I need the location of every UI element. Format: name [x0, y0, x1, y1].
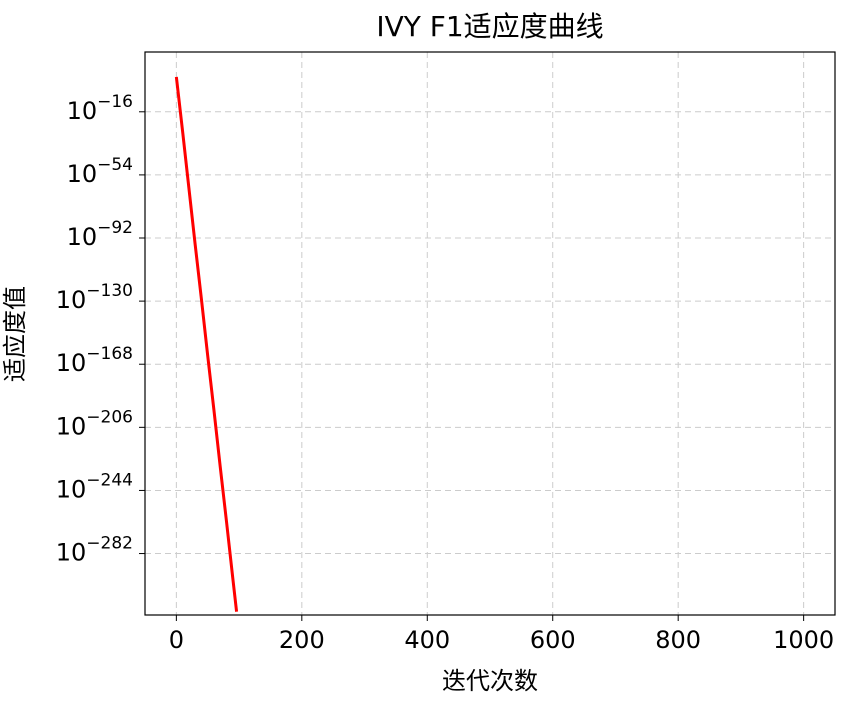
x-tick-label: 600 — [530, 626, 576, 654]
y-tick-label: 10−54 — [67, 155, 133, 188]
x-tick-label: 1000 — [773, 626, 834, 654]
x-tick-label: 0 — [169, 626, 184, 654]
x-axis-label: 迭代次数 — [442, 667, 538, 695]
y-tick-label: 10−92 — [67, 218, 133, 251]
y-tick-label: 10−130 — [56, 281, 133, 314]
y-axis-label: 适应度值 — [1, 286, 29, 382]
y-tick-label: 10−282 — [56, 534, 133, 567]
x-tick-label: 800 — [655, 626, 701, 654]
y-tick-label: 10−16 — [67, 92, 133, 125]
x-tick-label: 200 — [279, 626, 325, 654]
plot-frame — [144, 51, 836, 616]
data-line — [174, 76, 239, 612]
x-tick-label: 400 — [404, 626, 450, 654]
y-tick-label: 10−206 — [56, 407, 133, 440]
chart-title: IVY F1适应度曲线 — [376, 10, 603, 43]
y-tick-label: 10−244 — [56, 470, 133, 503]
y-tick-label: 10−168 — [56, 344, 133, 377]
